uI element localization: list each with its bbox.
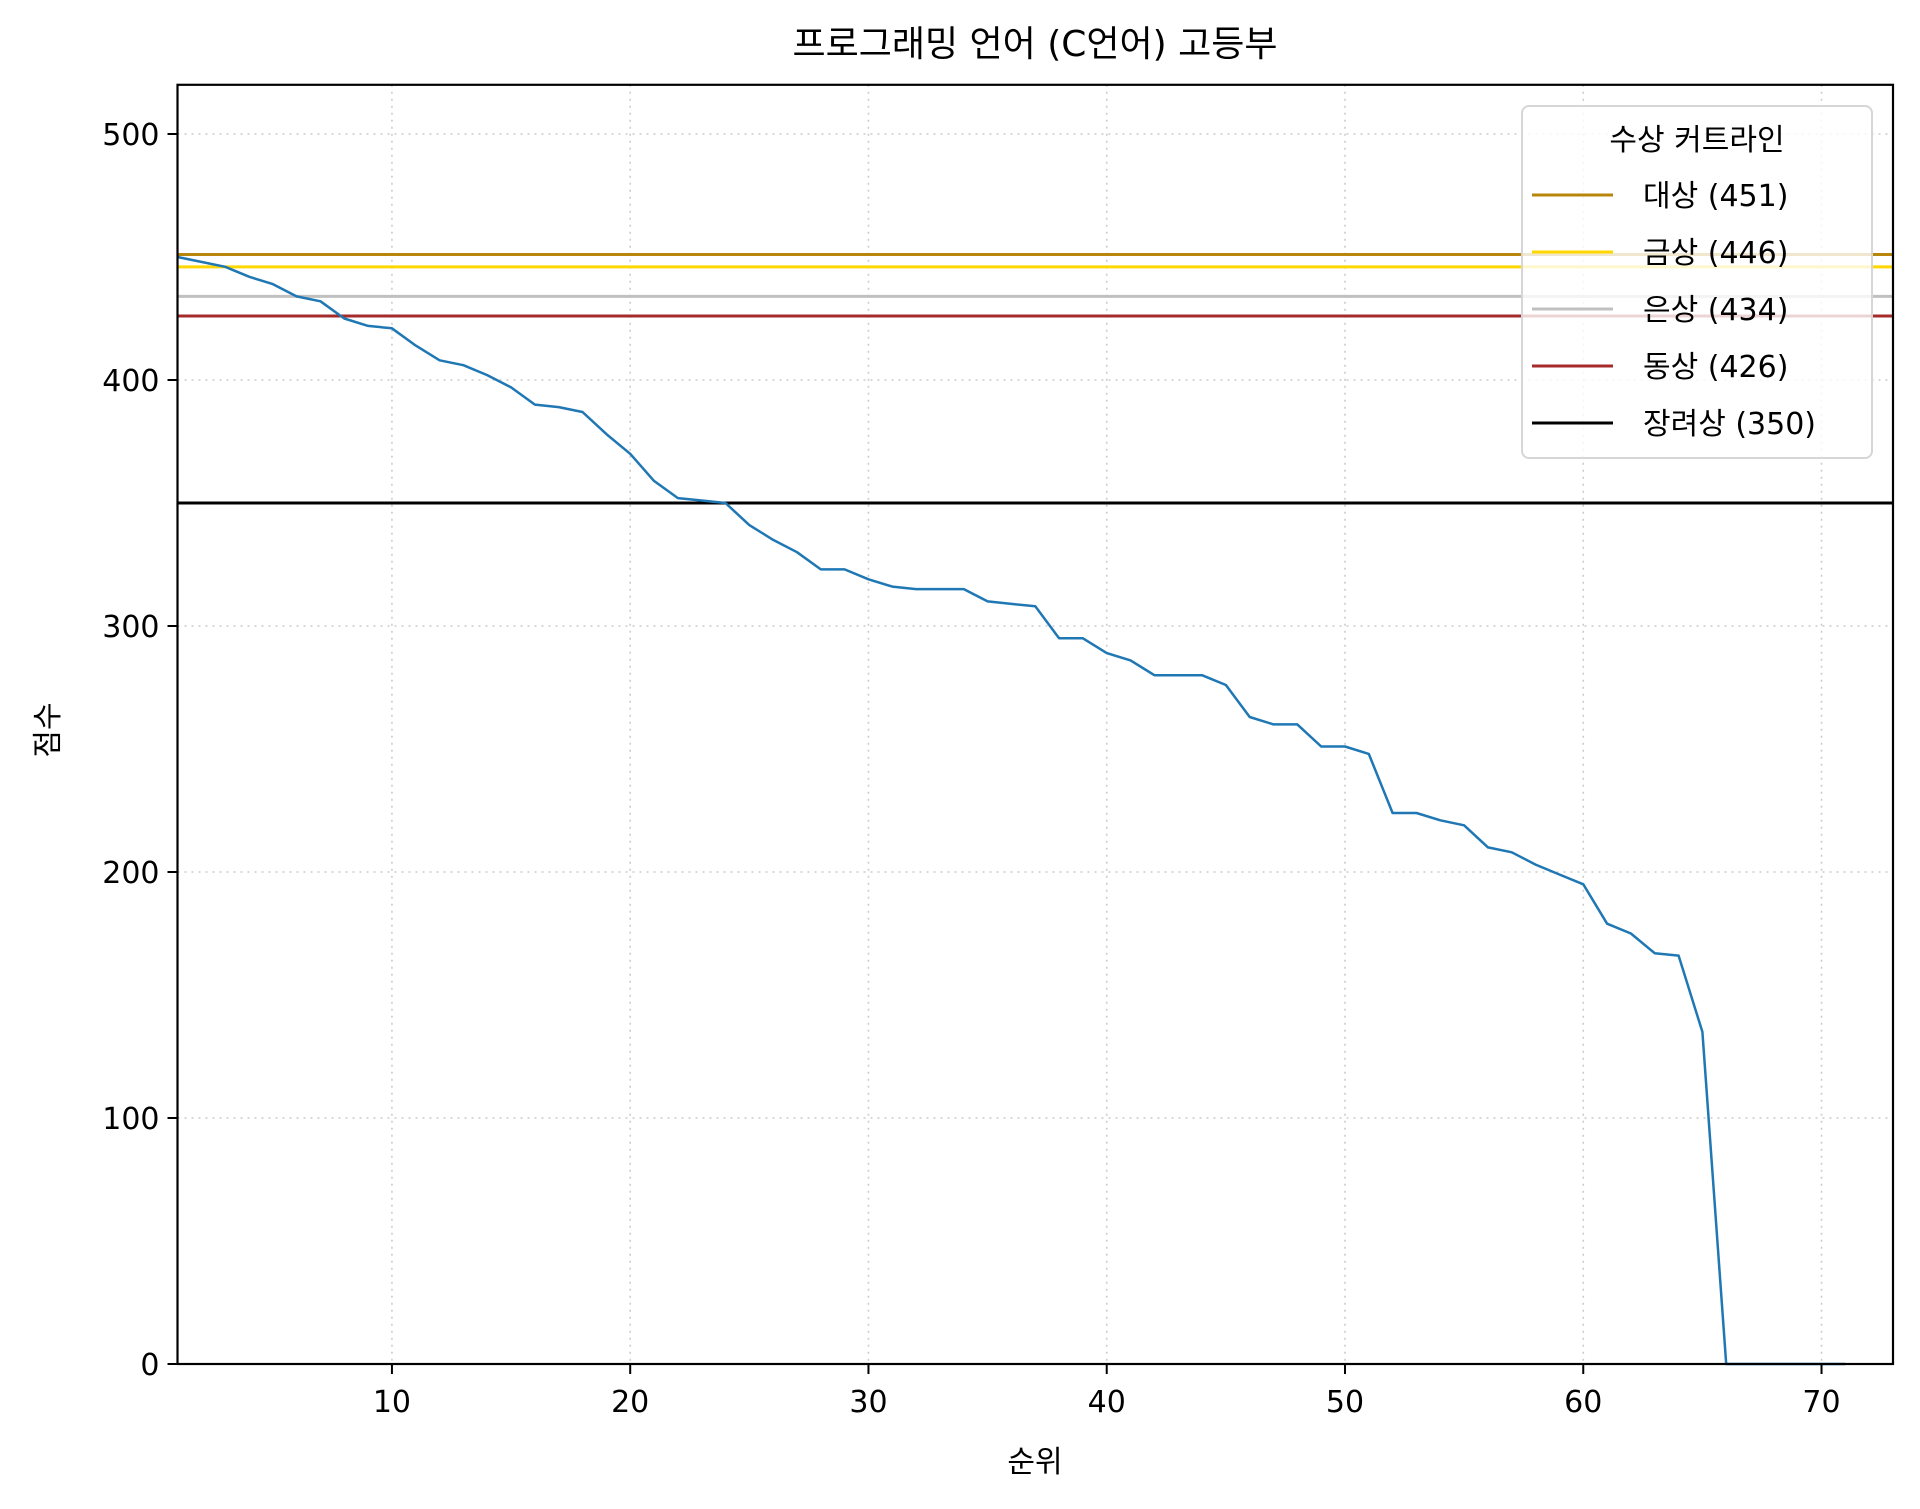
x-tick-label: 40 — [1088, 1385, 1126, 1420]
legend-item: 동상 (426) — [1532, 350, 1788, 385]
x-axis-label: 순위 — [1007, 1445, 1062, 1480]
plot-frame — [176, 83, 1895, 1366]
legend-label: 금상 (446) — [1643, 236, 1788, 271]
score-line — [177, 255, 1846, 1366]
x-tick-label: 30 — [849, 1385, 887, 1420]
y-tick-label: 400 — [102, 364, 159, 399]
legend-title: 수상 커트라인 — [1609, 123, 1784, 158]
y-tick-label: 300 — [102, 610, 159, 645]
legend-label: 장려상 (350) — [1643, 407, 1816, 442]
x-tick-label: 20 — [611, 1385, 649, 1420]
legend-box — [1521, 105, 1873, 459]
legend-item: 장려상 (350) — [1532, 407, 1816, 442]
x-tick-label: 10 — [373, 1385, 411, 1420]
legend-label: 대상 (451) — [1643, 179, 1788, 214]
legend-item: 은상 (434) — [1532, 293, 1788, 328]
legend-item: 금상 (446) — [1532, 236, 1788, 271]
y-tick-label: 200 — [102, 856, 159, 891]
y-tick-label: 500 — [102, 118, 159, 153]
y-axis-label: 점수 — [31, 702, 66, 757]
legend-label: 은상 (434) — [1643, 293, 1788, 328]
x-tick-label: 70 — [1802, 1385, 1840, 1420]
x-tick-label: 50 — [1326, 1385, 1364, 1420]
x-axis-ticks: 10 20 30 40 50 60 70 — [373, 1364, 1841, 1420]
y-tick-label: 0 — [140, 1348, 159, 1383]
legend: 수상 커트라인 대상 (451) 금상 (446) 은상 (434) 동상 (426)… — [1521, 105, 1873, 459]
chart-title: 프로그래밍 언어 (C언어) 고등부 — [793, 24, 1278, 65]
legend-item: 대상 (451) — [1532, 179, 1788, 214]
legend-label: 동상 (426) — [1643, 350, 1788, 385]
y-tick-label: 100 — [102, 1102, 159, 1137]
x-tick-label: 60 — [1564, 1385, 1602, 1420]
y-axis-ticks: 0 100 200 300 400 500 — [102, 118, 178, 1383]
legend-items: 대상 (451) 금상 (446) 은상 (434) 동상 (426) 장려상 (350… — [1532, 179, 1816, 442]
